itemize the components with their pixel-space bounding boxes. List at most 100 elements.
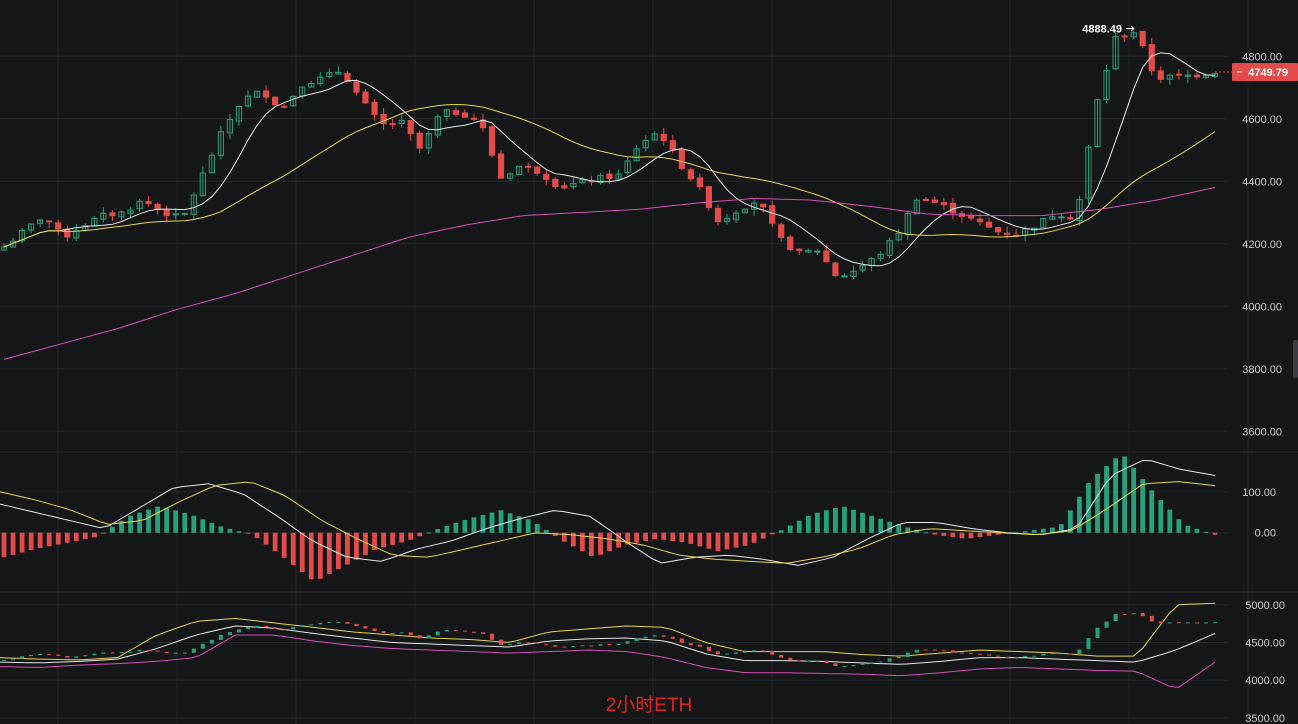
histogram-bar <box>137 512 142 533</box>
histogram-bar <box>607 532 612 552</box>
histogram-bar <box>354 532 359 560</box>
histogram-bar <box>1086 483 1091 533</box>
histogram-bar <box>28 532 34 551</box>
candle <box>272 96 279 106</box>
histogram-bar <box>851 509 856 533</box>
candle <box>1121 35 1128 38</box>
histogram-bar <box>787 525 793 533</box>
candle <box>226 119 234 134</box>
histogram-bar <box>209 522 215 533</box>
band-candle <box>426 635 431 639</box>
candle <box>579 179 586 184</box>
band-candle <box>191 648 196 653</box>
histogram-bar <box>64 532 70 543</box>
histogram-bar <box>299 532 305 573</box>
candle <box>732 212 740 221</box>
histogram-bar <box>769 532 775 535</box>
candle <box>308 83 315 88</box>
candle <box>163 209 170 217</box>
candle <box>543 173 550 180</box>
candle <box>525 165 532 168</box>
histogram-bar <box>932 532 938 535</box>
candle <box>561 185 568 189</box>
histogram-bar <box>263 532 269 545</box>
histogram-bar <box>1176 519 1182 533</box>
candle <box>678 148 685 169</box>
band-candle <box>580 645 585 647</box>
histogram-bar <box>173 510 179 533</box>
histogram-bar <box>1058 524 1064 533</box>
candle <box>814 250 821 253</box>
histogram-bar <box>46 532 52 547</box>
histogram-bar <box>814 512 820 533</box>
candle <box>253 90 261 98</box>
histogram-bar <box>842 506 847 533</box>
band-candle <box>517 642 522 645</box>
band-candle <box>1005 656 1010 658</box>
histogram-bar <box>742 532 748 546</box>
band-candle <box>535 642 540 644</box>
band-candle <box>706 646 711 652</box>
histogram-bar <box>598 532 603 555</box>
histogram-bar <box>679 532 685 543</box>
candle <box>1103 69 1110 101</box>
price-tick-label: 3800.00 <box>1242 364 1282 376</box>
band-candle <box>1131 613 1136 615</box>
histogram-bar <box>968 532 974 539</box>
histogram-bar <box>408 532 414 540</box>
candle <box>687 169 694 180</box>
histogram-bar <box>363 532 368 555</box>
candle <box>642 139 649 149</box>
histogram-bar <box>688 532 694 544</box>
histogram-bar <box>625 532 630 545</box>
price-tick-label: 4600.00 <box>1242 114 1282 126</box>
candle <box>488 126 496 156</box>
histogram-bar <box>281 532 287 558</box>
band-panel[interactable] <box>0 602 1217 688</box>
band-candle <box>679 638 684 643</box>
band-candle <box>246 627 251 630</box>
band-candle <box>544 644 549 646</box>
candle <box>443 109 450 117</box>
moving-average-line <box>3 52 1216 267</box>
oscillator-panel[interactable] <box>0 456 1218 580</box>
moving-average-line <box>3 103 1216 248</box>
band-candle <box>20 656 25 659</box>
candle <box>235 105 243 122</box>
candle <box>922 198 929 201</box>
band-candle <box>218 634 223 640</box>
histogram-bar <box>724 532 730 550</box>
band-candle <box>173 652 178 654</box>
candle <box>895 232 902 241</box>
band-candle <box>941 650 946 652</box>
band-candle <box>1059 653 1064 655</box>
histogram-bar <box>1031 529 1037 533</box>
histogram-bar <box>1131 467 1137 533</box>
band-candle <box>923 649 928 651</box>
price-axis[interactable]: 3600.00 3800.00 4000.00 4200.00 4400.00 4600.… <box>1242 0 1285 724</box>
candle <box>1130 32 1137 38</box>
candle <box>778 224 785 239</box>
band-line <box>0 625 1216 665</box>
histogram-bar <box>751 532 757 543</box>
band-candle <box>29 654 34 657</box>
scroll-handle[interactable] <box>1293 340 1298 378</box>
band-candle <box>571 646 576 648</box>
histogram-bar <box>905 527 911 533</box>
candle <box>1184 74 1191 77</box>
histogram-bar <box>670 532 676 542</box>
candle <box>1076 198 1083 222</box>
histogram-bar <box>1022 531 1028 533</box>
band-candle <box>1113 614 1118 622</box>
histogram-bar <box>1194 528 1200 533</box>
candle <box>1058 216 1065 219</box>
band-candle <box>589 645 594 647</box>
band-candle <box>291 627 296 630</box>
chart-caption: 2小时ETH <box>605 695 693 716</box>
candle <box>55 222 62 230</box>
price-panel[interactable] <box>0 30 1219 360</box>
histogram-bar <box>516 516 522 533</box>
histogram-bar <box>778 530 784 533</box>
band-candle <box>661 635 666 637</box>
